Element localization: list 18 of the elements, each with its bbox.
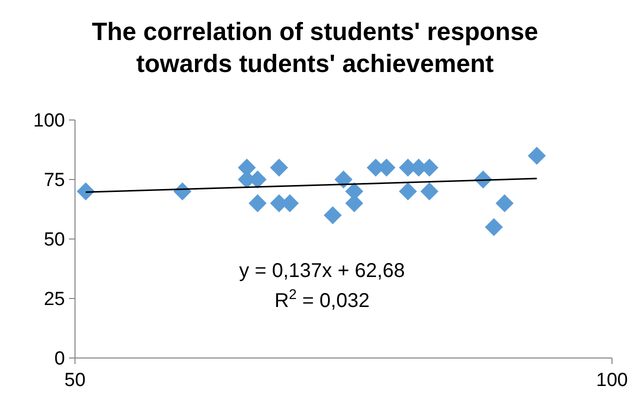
chart-title: The correlation of students' response towards tudents' achievement [92,18,538,78]
y-tick-label: 50 [44,230,65,251]
point [334,170,352,188]
y-tick-label: 0 [54,348,65,370]
point [270,158,288,177]
point [528,146,546,165]
point [76,182,95,200]
annotation: R$^{2}$ = 0,032 [274,286,370,312]
point [484,218,503,236]
point [398,182,417,200]
point [420,182,438,200]
point [324,206,342,224]
y-tick-label: 100 [33,110,65,132]
y-tick-label: 75 [44,170,65,192]
annotation: y = 0,137x + 62,68 [239,260,405,282]
y-tick-label: 25 [44,289,65,310]
point [496,194,514,212]
point [248,194,267,212]
